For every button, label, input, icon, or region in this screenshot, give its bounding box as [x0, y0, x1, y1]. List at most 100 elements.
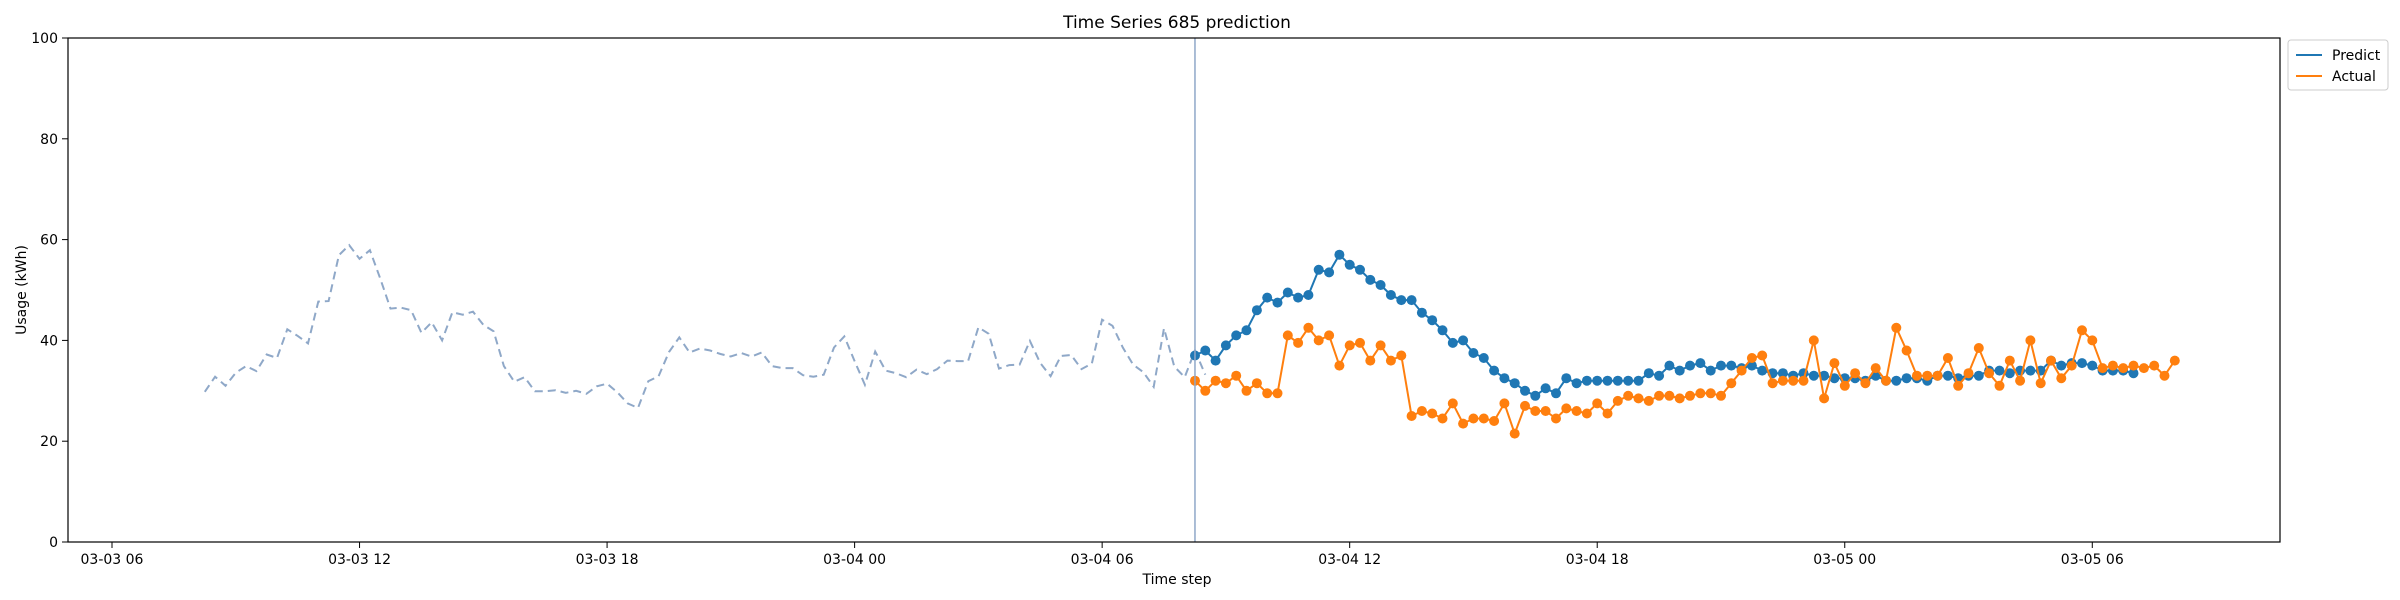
actual-point — [1901, 345, 1912, 356]
actual-point — [1798, 375, 1809, 386]
predict-point — [1561, 373, 1572, 384]
actual-point — [1984, 368, 1995, 379]
actual-point — [1581, 408, 1592, 419]
x-tick-label: 03-04 06 — [1071, 552, 1134, 568]
actual-point — [1406, 411, 1417, 421]
series-actual — [1190, 322, 2180, 439]
predict-point — [1891, 375, 1902, 386]
predict-point — [1633, 375, 1644, 386]
predict-point — [1458, 335, 1469, 346]
actual-point — [1870, 363, 1881, 374]
actual-point — [1427, 408, 1438, 419]
actual-point — [2097, 363, 2108, 374]
x-tick-label: 03-04 00 — [823, 552, 886, 568]
actual-point — [1499, 398, 1510, 409]
actual-point — [1210, 375, 1221, 386]
history-line — [203, 243, 1207, 410]
y-tick-label: 40 — [40, 333, 58, 349]
predict-point — [1200, 345, 1211, 356]
actual-point — [1695, 388, 1706, 399]
actual-point — [1963, 368, 1974, 379]
predict-point — [1220, 340, 1231, 351]
actual-point — [1767, 378, 1778, 389]
actual-point — [1416, 406, 1427, 416]
predict-point — [2004, 368, 2015, 379]
forecast-series — [1190, 249, 2180, 439]
actual-point — [1973, 343, 1984, 353]
actual-point — [1509, 428, 1520, 439]
predict-point — [1623, 375, 1634, 386]
x-tick-label: 03-05 06 — [2061, 552, 2124, 568]
actual-point — [1489, 416, 1500, 426]
actual-point — [1953, 380, 1964, 391]
predict-point — [1313, 264, 1324, 275]
x-axis-label: Time step — [1142, 572, 1212, 588]
predict-point — [1251, 305, 1262, 316]
actual-point — [1819, 393, 1830, 404]
predict-point — [1685, 360, 1695, 371]
predict-point — [1705, 365, 1716, 376]
actual-point — [1324, 330, 1335, 341]
predict-point — [1571, 378, 1582, 389]
y-tick-label: 100 — [31, 31, 58, 47]
actual-point — [2025, 335, 2036, 346]
actual-point — [1241, 385, 1252, 396]
predict-point — [1427, 315, 1438, 326]
actual-point — [1664, 390, 1675, 401]
actual-point — [1220, 378, 1231, 389]
actual-point — [1540, 406, 1551, 416]
actual-point — [2046, 355, 2056, 366]
predict-point — [1726, 360, 1737, 371]
actual-point — [1612, 395, 1623, 406]
actual-point — [1385, 355, 1396, 366]
actual-point — [1685, 390, 1695, 401]
predict-point — [1272, 297, 1283, 308]
axes: 0 20 40 60 80 100 03-03 06 03-03 12 03-03 18 03-0… — [31, 31, 2281, 568]
x-tick-label: 03-03 12 — [328, 552, 391, 568]
predict-point — [1282, 287, 1293, 298]
x-tick-label: 03-03 06 — [81, 552, 144, 568]
actual-point — [1200, 385, 1211, 396]
actual-point — [1746, 353, 1757, 363]
predict-point — [1334, 249, 1345, 260]
predict-point — [1406, 295, 1417, 306]
predict-point — [1664, 360, 1675, 371]
actual-point — [2159, 370, 2170, 381]
predict-point — [2025, 365, 2036, 376]
actual-point — [1850, 368, 1861, 379]
actual-point — [2138, 363, 2149, 374]
actual-point — [1942, 353, 1953, 363]
actual-point — [1788, 375, 1799, 386]
actual-point — [1571, 406, 1582, 416]
actual-point — [1458, 418, 1469, 429]
actual-point — [1303, 322, 1314, 333]
predict-point — [1942, 370, 1953, 381]
actual-point — [1272, 388, 1283, 399]
actual-point — [1365, 355, 1376, 366]
predict-point — [1396, 295, 1407, 306]
actual-point — [1520, 400, 1530, 411]
actual-point — [1313, 335, 1324, 346]
actual-point — [2066, 360, 2077, 371]
predict-point — [1241, 325, 1252, 336]
predict-point — [1489, 365, 1500, 376]
y-tick-label: 80 — [40, 132, 58, 148]
predict-point — [1303, 290, 1314, 300]
predict-point — [1602, 375, 1613, 386]
predict-point — [1829, 373, 1840, 384]
predict-point — [2077, 358, 2087, 369]
y-tick-label: 0 — [49, 535, 58, 551]
predict-point — [1716, 360, 1726, 371]
actual-point — [1829, 358, 1840, 369]
predict-point — [1530, 390, 1541, 401]
actual-point — [2169, 355, 2180, 366]
predict-point — [1355, 264, 1365, 275]
actual-point — [1468, 413, 1479, 424]
actual-point — [2087, 335, 2098, 346]
predict-point — [1365, 274, 1376, 285]
actual-point — [1757, 350, 1768, 361]
predict-point — [1643, 368, 1654, 379]
actual-point — [1705, 388, 1716, 399]
legend-box — [2287, 39, 2389, 91]
